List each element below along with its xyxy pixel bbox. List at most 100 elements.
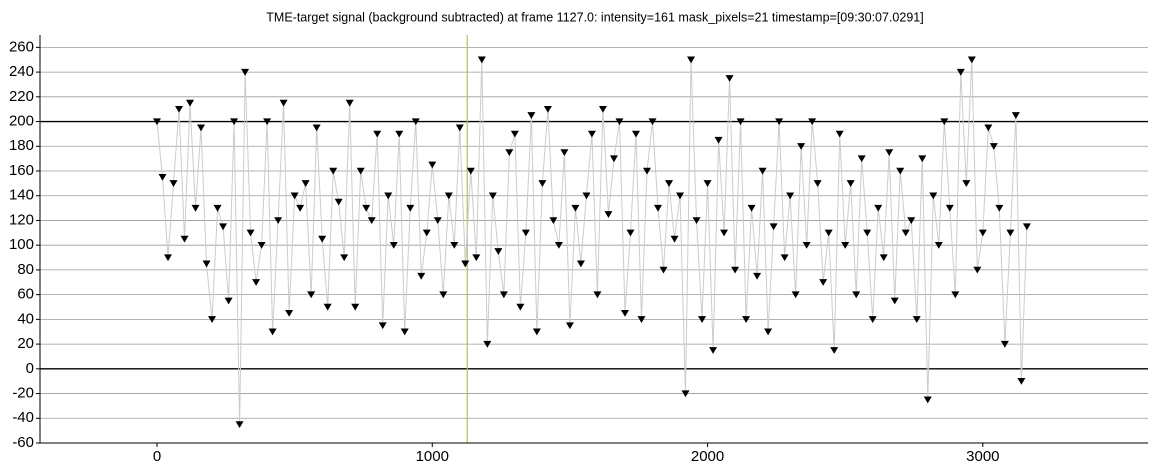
marker [830, 347, 839, 354]
marker [995, 204, 1004, 212]
marker [400, 328, 409, 336]
marker [703, 180, 712, 187]
marker [687, 56, 696, 64]
marker [521, 229, 530, 237]
marker [824, 229, 833, 237]
y-tick-label: 120 [9, 211, 34, 228]
marker [395, 130, 404, 138]
x-tick-label: 2000 [691, 448, 724, 465]
marker [874, 204, 883, 212]
marker [841, 241, 850, 249]
marker [180, 235, 189, 243]
y-tick-label: -20 [12, 385, 34, 402]
marker [345, 99, 354, 107]
marker [720, 229, 729, 237]
marker [274, 217, 283, 225]
marker [219, 223, 228, 231]
marker [538, 180, 547, 187]
axes-layer: -60 -40 -20 0 20 40 60 80 100 120 140 160 180 200 220 2… [9, 35, 1148, 465]
marker [433, 217, 442, 225]
marker [879, 254, 888, 262]
marker [1011, 112, 1020, 119]
marker [389, 241, 398, 249]
marker [422, 229, 431, 237]
marker [989, 143, 998, 150]
y-tick-label: 60 [17, 286, 34, 303]
marker [246, 229, 255, 237]
marker [846, 180, 855, 187]
marker [962, 180, 971, 187]
marker [819, 279, 828, 286]
marker [857, 155, 866, 163]
marker [378, 322, 387, 330]
marker [532, 328, 541, 336]
marker [791, 291, 800, 299]
marker [554, 241, 563, 249]
marker [296, 204, 305, 212]
marker [609, 155, 618, 163]
marker [1022, 223, 1031, 231]
marker [896, 167, 905, 175]
marker [527, 112, 536, 119]
marker [444, 192, 453, 200]
marker [907, 217, 916, 225]
marker [637, 316, 646, 323]
y-tick-label: -60 [12, 434, 34, 451]
marker [505, 149, 514, 157]
x-tick-label: 1000 [416, 448, 449, 465]
marker [268, 328, 277, 336]
marker [753, 272, 762, 280]
marker [571, 204, 580, 212]
marker [676, 192, 685, 200]
plot-layer [152, 35, 1031, 443]
marker [323, 303, 332, 311]
y-tick-label: 40 [17, 310, 34, 327]
marker [923, 396, 932, 404]
marker [582, 192, 591, 200]
marker [620, 309, 629, 317]
marker [659, 266, 668, 274]
marker [654, 204, 663, 212]
marker [593, 291, 602, 299]
marker [742, 316, 751, 323]
marker [301, 180, 310, 187]
marker [230, 118, 239, 126]
x-tick-label: 0 [153, 448, 161, 465]
marker [769, 223, 778, 231]
marker [263, 118, 272, 126]
y-tick-label: 140 [9, 187, 34, 204]
marker [208, 316, 217, 323]
y-tick-label: 240 [9, 63, 34, 80]
marker [241, 68, 250, 76]
marker [604, 211, 613, 218]
marker [384, 192, 393, 200]
marker [665, 180, 674, 187]
marker [786, 192, 795, 200]
marker [213, 204, 222, 212]
marker [312, 124, 321, 132]
marker [681, 390, 690, 398]
marker [560, 149, 569, 157]
marker [307, 291, 316, 299]
y-tick-label: -40 [12, 409, 34, 426]
marker [510, 130, 519, 138]
marker [852, 291, 861, 299]
marker [725, 75, 734, 82]
marker [494, 248, 503, 255]
marker [731, 266, 740, 274]
marker [516, 303, 525, 311]
marker [543, 105, 552, 113]
marker [417, 272, 426, 280]
marker [472, 254, 481, 262]
marker [329, 167, 338, 175]
marker [186, 99, 195, 107]
marker [477, 56, 486, 64]
marker [802, 241, 811, 249]
marker [285, 309, 294, 317]
marker [642, 167, 651, 175]
marker [934, 241, 943, 249]
marker [868, 316, 877, 323]
marker [362, 204, 371, 212]
marker [714, 136, 723, 144]
